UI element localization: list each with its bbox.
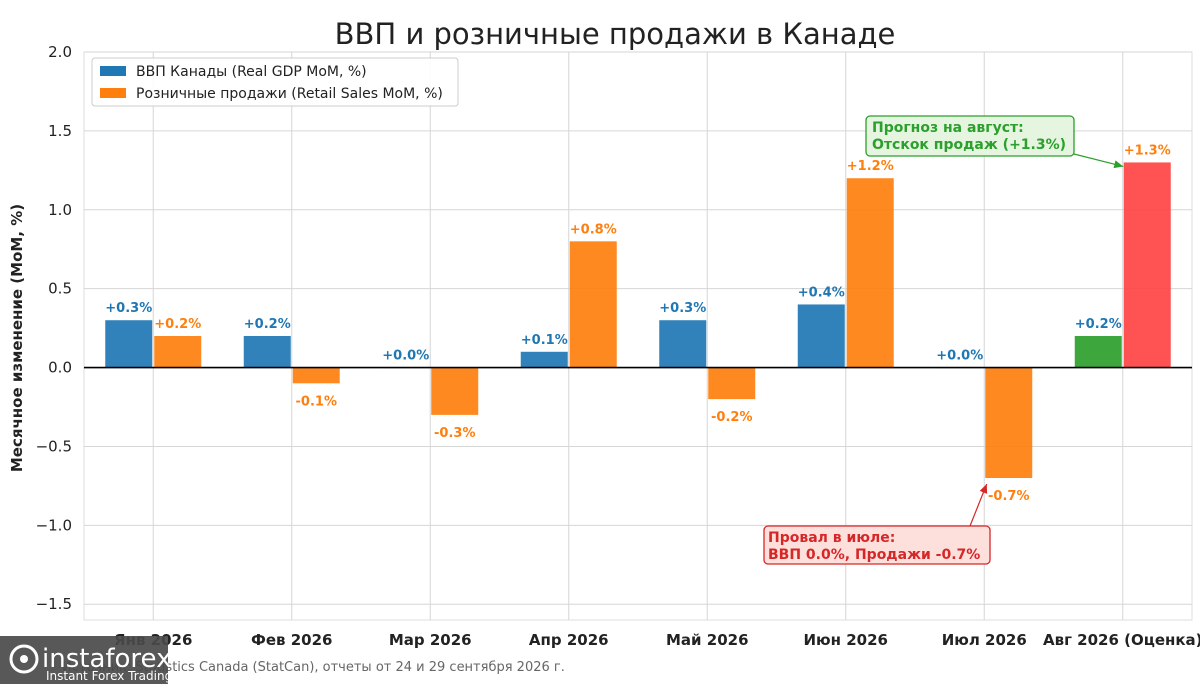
y-tick-label: 2.0 xyxy=(48,43,72,61)
retail-bar xyxy=(292,367,340,384)
gdp-value-label: +0.2% xyxy=(1075,317,1122,332)
chart-title: ВВП и розничные продажи в Канаде xyxy=(335,17,896,51)
logo-icon xyxy=(9,644,39,674)
x-tick-label: Май 2026 xyxy=(666,631,749,649)
retail-bar xyxy=(154,336,202,368)
y-tick-label: −1.0 xyxy=(36,516,72,534)
annotation-box xyxy=(865,115,1075,157)
x-tick-label: Июл 2026 xyxy=(942,631,1027,649)
retail-value-label: +0.8% xyxy=(570,222,617,237)
x-tick-label: Мар 2026 xyxy=(389,631,472,649)
retail-value-label: -0.1% xyxy=(296,394,337,409)
logo-brand: instaforex xyxy=(42,644,171,674)
legend-entry: Розничные продажи (Retail Sales MoM, %) xyxy=(136,86,443,102)
gdp-value-label: +0.0% xyxy=(382,349,429,364)
annotation-arrowhead xyxy=(1113,160,1124,169)
retail-bar xyxy=(846,178,894,368)
legend-entry: ВВП Канады (Real GDP MoM, %) xyxy=(136,64,367,80)
legend-box xyxy=(91,57,459,107)
bars xyxy=(105,162,1171,478)
y-axis-label: Месячное изменение (MoM, %) xyxy=(8,204,26,472)
gdp-bar xyxy=(797,304,845,368)
legend: ВВП Канады (Real GDP MoM, %) Розничные пр… xyxy=(91,57,459,107)
retail-value-label: -0.7% xyxy=(988,489,1029,504)
gdp-bar xyxy=(659,320,707,368)
y-tick-label: 0.5 xyxy=(48,280,72,298)
instaforex-logo: instaforex Instant Forex Trading xyxy=(0,636,172,684)
gdp-bar xyxy=(520,351,568,368)
annotation-text: Прогноз на август: xyxy=(872,120,1024,136)
retail-bar xyxy=(985,367,1033,478)
y-tick-label: −1.5 xyxy=(36,595,72,613)
annotation-text: Отскок продаж (+1.3%) xyxy=(872,137,1066,153)
retail-bar xyxy=(569,241,617,368)
retail-bar xyxy=(1123,162,1171,368)
annotation-text: Провал в июле: xyxy=(768,530,895,546)
annotation-box xyxy=(763,525,991,565)
gdp-value-label: +0.2% xyxy=(244,317,291,332)
gdp-bar xyxy=(105,320,153,368)
retail-value-label: +1.3% xyxy=(1124,143,1171,158)
source-note: Источник: Statistics Canada (StatCan), о… xyxy=(62,660,565,675)
annotations: Прогноз на август:Отскок продаж (+1.3%) П… xyxy=(763,115,1124,565)
legend-swatch xyxy=(100,66,126,76)
retail-value-label: +1.2% xyxy=(847,159,894,174)
retail-value-label: +0.2% xyxy=(154,317,201,332)
gdp-bar xyxy=(243,336,291,368)
retail-value-label: -0.3% xyxy=(434,426,475,441)
gdp-value-label: +0.0% xyxy=(936,349,983,364)
gdp-bar xyxy=(1074,336,1122,368)
annotation-text: ВВП 0.0%, Продажи -0.7% xyxy=(768,547,980,563)
x-tick-label: Фев 2026 xyxy=(251,631,333,649)
gdp-value-label: +0.3% xyxy=(659,301,706,316)
y-tick-label: 1.5 xyxy=(48,122,72,140)
logo-tagline: Instant Forex Trading xyxy=(46,669,172,683)
y-tick-label: 1.0 xyxy=(48,201,72,219)
x-tick-label: Апр 2026 xyxy=(529,631,609,649)
gdp-value-label: +0.4% xyxy=(798,285,845,300)
retail-bar xyxy=(431,367,479,415)
y-tick-label: 0.0 xyxy=(48,359,72,377)
x-tick-label: Авг 2026 (Оценка) xyxy=(1043,631,1200,649)
gdp-value-label: +0.1% xyxy=(521,333,568,348)
x-tick-label: Июн 2026 xyxy=(804,631,888,649)
retail-value-label: -0.2% xyxy=(711,410,752,425)
y-tick-label: −0.5 xyxy=(36,437,72,455)
annotation-arrowhead xyxy=(979,484,988,494)
retail-bar xyxy=(708,367,756,400)
data-labels: +0.3%+0.2%+0.0%+0.1%+0.3%+0.4%+0.0%+0.2%… xyxy=(105,143,1170,504)
gdp-value-label: +0.3% xyxy=(105,301,152,316)
legend-swatch xyxy=(100,88,126,98)
